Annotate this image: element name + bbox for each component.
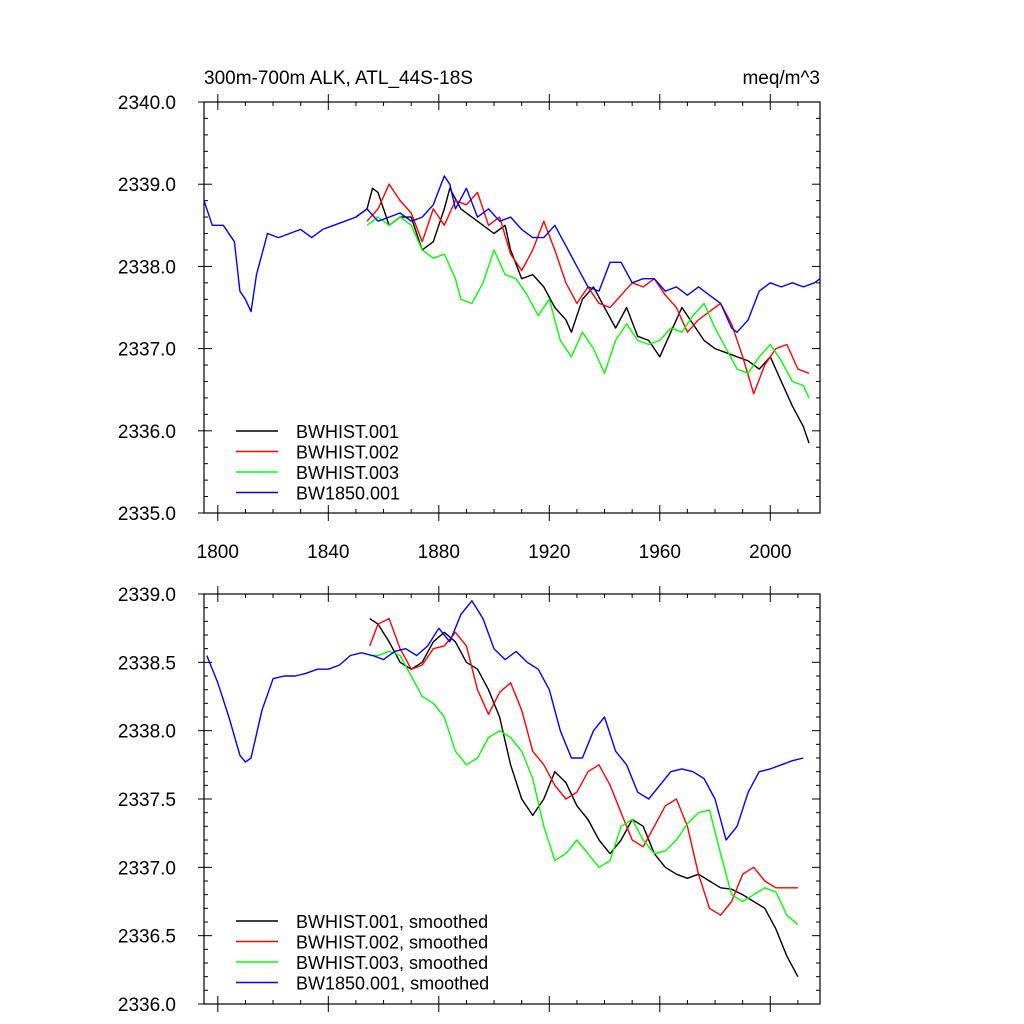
top-ytick-label: 2339.0 xyxy=(118,175,176,196)
top-legend-label-2: BWHIST.002 xyxy=(296,443,399,463)
bottom-ytick-label: 2336.0 xyxy=(118,995,176,1016)
top-legend-label-4: BW1850.001 xyxy=(296,484,400,504)
bottom-series-line-3 xyxy=(369,650,799,926)
top-legend-label-1: BWHIST.001 xyxy=(296,422,399,442)
bottom-ytick-label: 2337.0 xyxy=(118,858,176,879)
top-series-line-4 xyxy=(203,175,821,333)
top-panel-units: meq/m^3 xyxy=(742,68,820,89)
bottom-legend-label-3: BWHIST.003, smoothed xyxy=(296,953,488,973)
bottom-ytick-label: 2339.0 xyxy=(118,585,176,606)
top-ytick-label: 2335.0 xyxy=(118,504,176,525)
top-plot-frame xyxy=(203,101,821,514)
top-series-line-3 xyxy=(366,216,810,399)
bottom-ytick-label: 2338.5 xyxy=(118,653,176,674)
top-xtick-label: 1960 xyxy=(639,542,681,563)
top-series-line-1 xyxy=(355,187,810,444)
bottom-series-line-4 xyxy=(206,600,804,841)
bottom-panel: 2336.0 2336.5 2337.0 2337.5 2338.0 2338.5 2339… xyxy=(118,585,821,1016)
top-xtick-label: 1800 xyxy=(197,542,239,563)
top-xtick-label: 2000 xyxy=(749,542,791,563)
bottom-legend-label-1: BWHIST.001, smoothed xyxy=(296,912,488,932)
top-ytick-label: 2340.0 xyxy=(118,93,176,114)
top-legend-label-3: BWHIST.003 xyxy=(296,463,399,483)
bottom-ytick-label: 2338.0 xyxy=(118,722,176,743)
top-xtick-label: 1880 xyxy=(418,542,460,563)
top-ytick-label: 2337.0 xyxy=(118,340,176,361)
bottom-legend-label-4: BW1850.001, smoothed xyxy=(296,974,489,994)
bottom-series-line-2 xyxy=(369,617,798,916)
bottom-ytick-label: 2337.5 xyxy=(118,790,176,811)
bottom-series-line-1 xyxy=(369,618,799,978)
top-panel-title: 300m-700m ALK, ATL_44S-18S xyxy=(204,68,473,89)
top-xtick-label: 1920 xyxy=(528,542,570,563)
top-panel: 300m-700m ALK, ATL_44S-18S meq/m^3 2335.… xyxy=(118,68,821,563)
top-xtick-label: 1840 xyxy=(307,542,349,563)
bottom-legend-label-2: BWHIST.002, smoothed xyxy=(296,933,488,953)
top-ytick-label: 2338.0 xyxy=(118,257,176,278)
top-ytick-label: 2336.0 xyxy=(118,422,176,443)
top-series-line-2 xyxy=(366,183,810,395)
bottom-ytick-label: 2336.5 xyxy=(118,927,176,948)
